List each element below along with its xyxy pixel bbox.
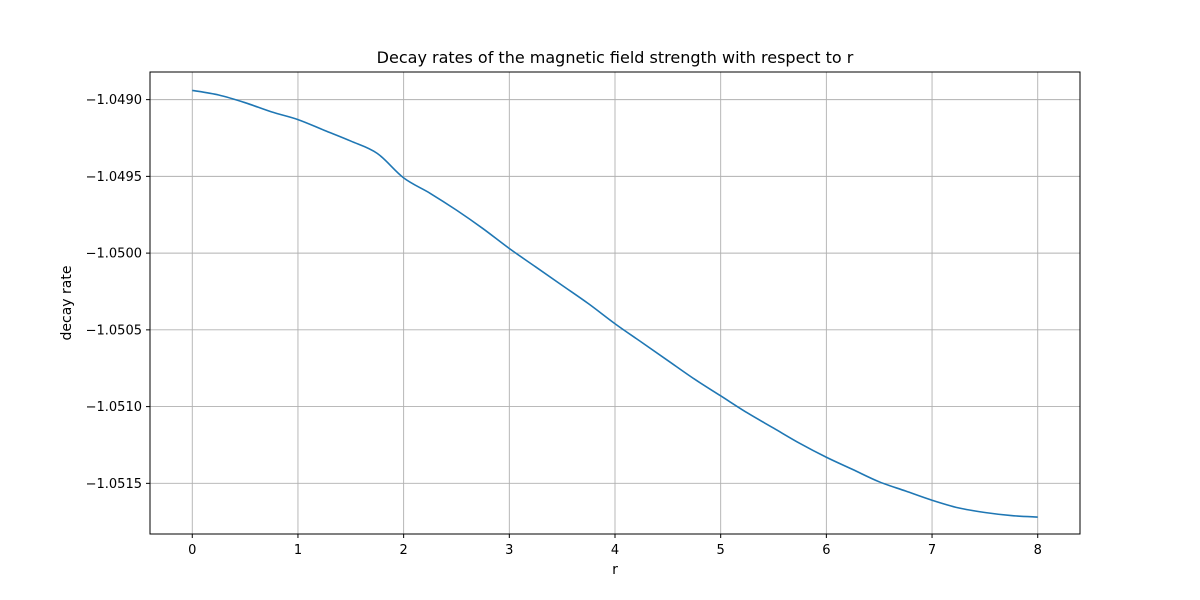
series-layer (192, 89, 1038, 518)
grid (150, 72, 1080, 534)
x-tick-label: 0 (188, 543, 196, 558)
x-axis: 0 1 2 3 4 5 6 7 8 (188, 534, 1042, 558)
chart-title: Decay rates of the magnetic field streng… (377, 48, 854, 67)
x-tick-label: 8 (1034, 543, 1042, 558)
y-tick-label: −1.0495 (86, 170, 142, 185)
y-tick-label: −1.0515 (86, 477, 142, 492)
x-tick-label: 7 (928, 543, 936, 558)
x-tick-label: 2 (399, 543, 407, 558)
y-axis: −1.0490 −1.0495 −1.0500 −1.0505 −1.0510 −1.05… (86, 93, 150, 492)
x-axis-label: r (612, 562, 618, 578)
x-tick-label: 4 (611, 543, 619, 558)
y-tick-label: −1.0490 (86, 93, 142, 108)
y-tick-label: −1.0510 (86, 400, 142, 415)
y-tick-label: −1.0500 (86, 247, 142, 262)
y-axis-label: decay rate (59, 266, 75, 341)
x-tick-label: 3 (505, 543, 513, 558)
x-tick-label: 6 (822, 543, 830, 558)
x-tick-label: 1 (294, 543, 302, 558)
x-tick-label: 5 (717, 543, 725, 558)
series-line (192, 89, 1038, 518)
y-tick-label: −1.0505 (86, 323, 142, 338)
